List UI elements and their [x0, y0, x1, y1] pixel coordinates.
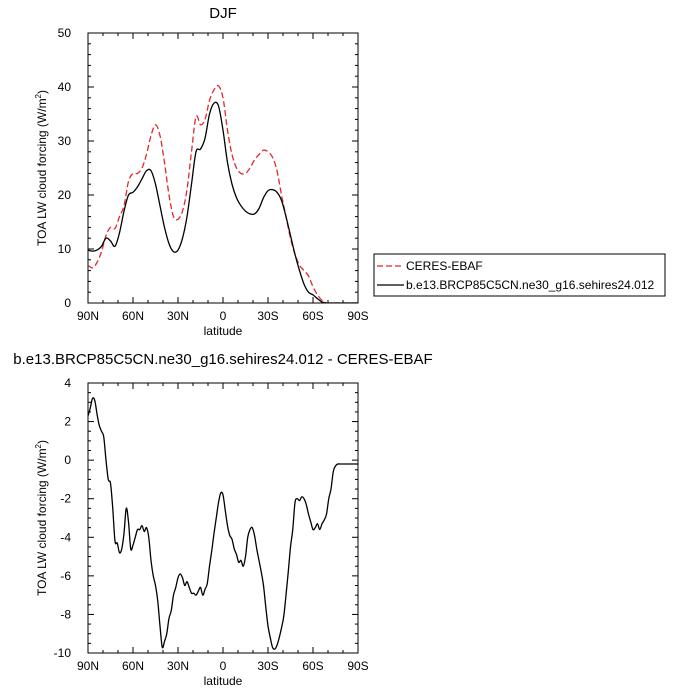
legend-label-2: b.e13.BRCP85C5CN.ne30_g16.sehires24.012 — [406, 278, 654, 292]
y-axis-title-main: TOA LW cloud forcing (W/m — [35, 448, 49, 596]
x-tick-label: 60N — [122, 309, 144, 323]
x-axis-title: latitude — [204, 674, 243, 688]
x-tick-label: 30S — [257, 659, 278, 673]
x-tick-label: 0 — [220, 309, 227, 323]
x-tick-label: 30N — [167, 309, 189, 323]
y-axis-title-main: TOA LW cloud forcing (W/m — [35, 98, 49, 246]
y-tick-label: 40 — [58, 80, 72, 94]
y-tick-label: 10 — [58, 242, 72, 256]
chart-panel-2: b.e13.BRCP85C5CN.ne30_g16.sehires24.012 … — [13, 351, 432, 688]
x-tick-label: 90N — [77, 659, 99, 673]
series-line-2 — [88, 101, 358, 303]
x-tick-label: 60N — [122, 659, 144, 673]
x-tick-label: 90S — [347, 309, 368, 323]
x-tick-label: 90S — [347, 659, 368, 673]
x-tick-label: 90N — [77, 309, 99, 323]
y-tick-label: -6 — [60, 569, 71, 583]
y-tick-label: -8 — [60, 607, 71, 621]
y-tick-label: 0 — [64, 453, 71, 467]
y-axis-title: TOA LW cloud forcing (W/m2) — [34, 90, 49, 246]
x-axis-title: latitude — [204, 324, 243, 338]
chart-panel-1: DJF 90N 60N 30N 0 30S 60S 90S 0 10 20 30 40 50 latitud… — [34, 5, 666, 338]
x-tick-label: 30S — [257, 309, 278, 323]
y-tick-label: -4 — [60, 530, 71, 544]
x-tick-label: 60S — [302, 659, 323, 673]
chart-title: DJF — [209, 5, 237, 22]
y-axis-title: TOA LW cloud forcing (W/m2) — [34, 440, 49, 596]
y-tick-label: 0 — [64, 296, 71, 310]
y-tick-label: 30 — [58, 134, 72, 148]
chart-title: b.e13.BRCP85C5CN.ne30_g16.sehires24.012 … — [13, 351, 432, 368]
legend-label-1: CERES-EBAF — [406, 259, 483, 273]
y-tick-label: 4 — [64, 376, 71, 390]
y-axis-title-sup: 2 — [34, 443, 43, 448]
y-tick-label: -2 — [60, 492, 71, 506]
x-tick-label: 60S — [302, 309, 323, 323]
y-axis-title-end: ) — [35, 90, 49, 94]
y-axis-title-sup: 2 — [34, 93, 43, 98]
series-line-1 — [88, 397, 358, 650]
y-tick-label: 20 — [58, 188, 72, 202]
x-tick-label: 0 — [220, 659, 227, 673]
y-tick-label: 2 — [64, 415, 71, 429]
y-tick-label: 50 — [58, 26, 72, 40]
legend: CERES-EBAF b.e13.BRCP85C5CN.ne30_g16.sehi… — [373, 253, 666, 297]
plot-frame — [87, 32, 359, 304]
y-axis-title-end: ) — [35, 440, 49, 444]
legend-box — [373, 253, 666, 297]
x-tick-label: 30N — [167, 659, 189, 673]
y-tick-label: -10 — [54, 646, 72, 660]
series-line-1 — [88, 84, 358, 303]
